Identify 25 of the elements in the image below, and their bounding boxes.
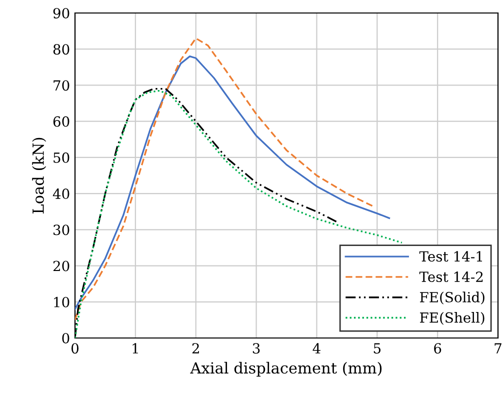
y-tick-label: 40 <box>52 188 70 200</box>
y-tick-label: 60 <box>53 116 70 127</box>
y-tick-label: 10 <box>54 296 70 308</box>
y-tick-label: 50 <box>54 152 70 163</box>
legend-label: FE(Shell) <box>420 312 484 325</box>
line-series <box>75 90 403 338</box>
x-tick-label: 5 <box>374 343 380 354</box>
y-axis-title: Load (kN) <box>32 138 46 214</box>
y-tick-label: 0 <box>62 332 70 344</box>
x-tick-label: 4 <box>312 343 320 354</box>
x-tick-label: 3 <box>252 343 260 354</box>
x-tick-label: 6 <box>434 343 442 354</box>
x-tick-label: 2 <box>192 343 199 354</box>
y-tick-label: 70 <box>54 80 70 91</box>
x-tick-label: 0 <box>71 343 78 354</box>
y-tick-label: 30 <box>54 224 70 236</box>
legend-label: FE(Solid) <box>420 292 484 304</box>
y-tick-label: 80 <box>53 44 70 55</box>
x-axis-title: Axial displacement (mm) <box>190 362 382 377</box>
legend-label: Test 14-2 <box>419 272 483 282</box>
x-tick-label: 7 <box>494 343 502 354</box>
x-tick-label: 1 <box>132 343 138 354</box>
y-tick-label: 20 <box>53 260 70 272</box>
y-tick-label: 90 <box>53 8 70 18</box>
legend-label: Test 14-1 <box>419 251 482 262</box>
